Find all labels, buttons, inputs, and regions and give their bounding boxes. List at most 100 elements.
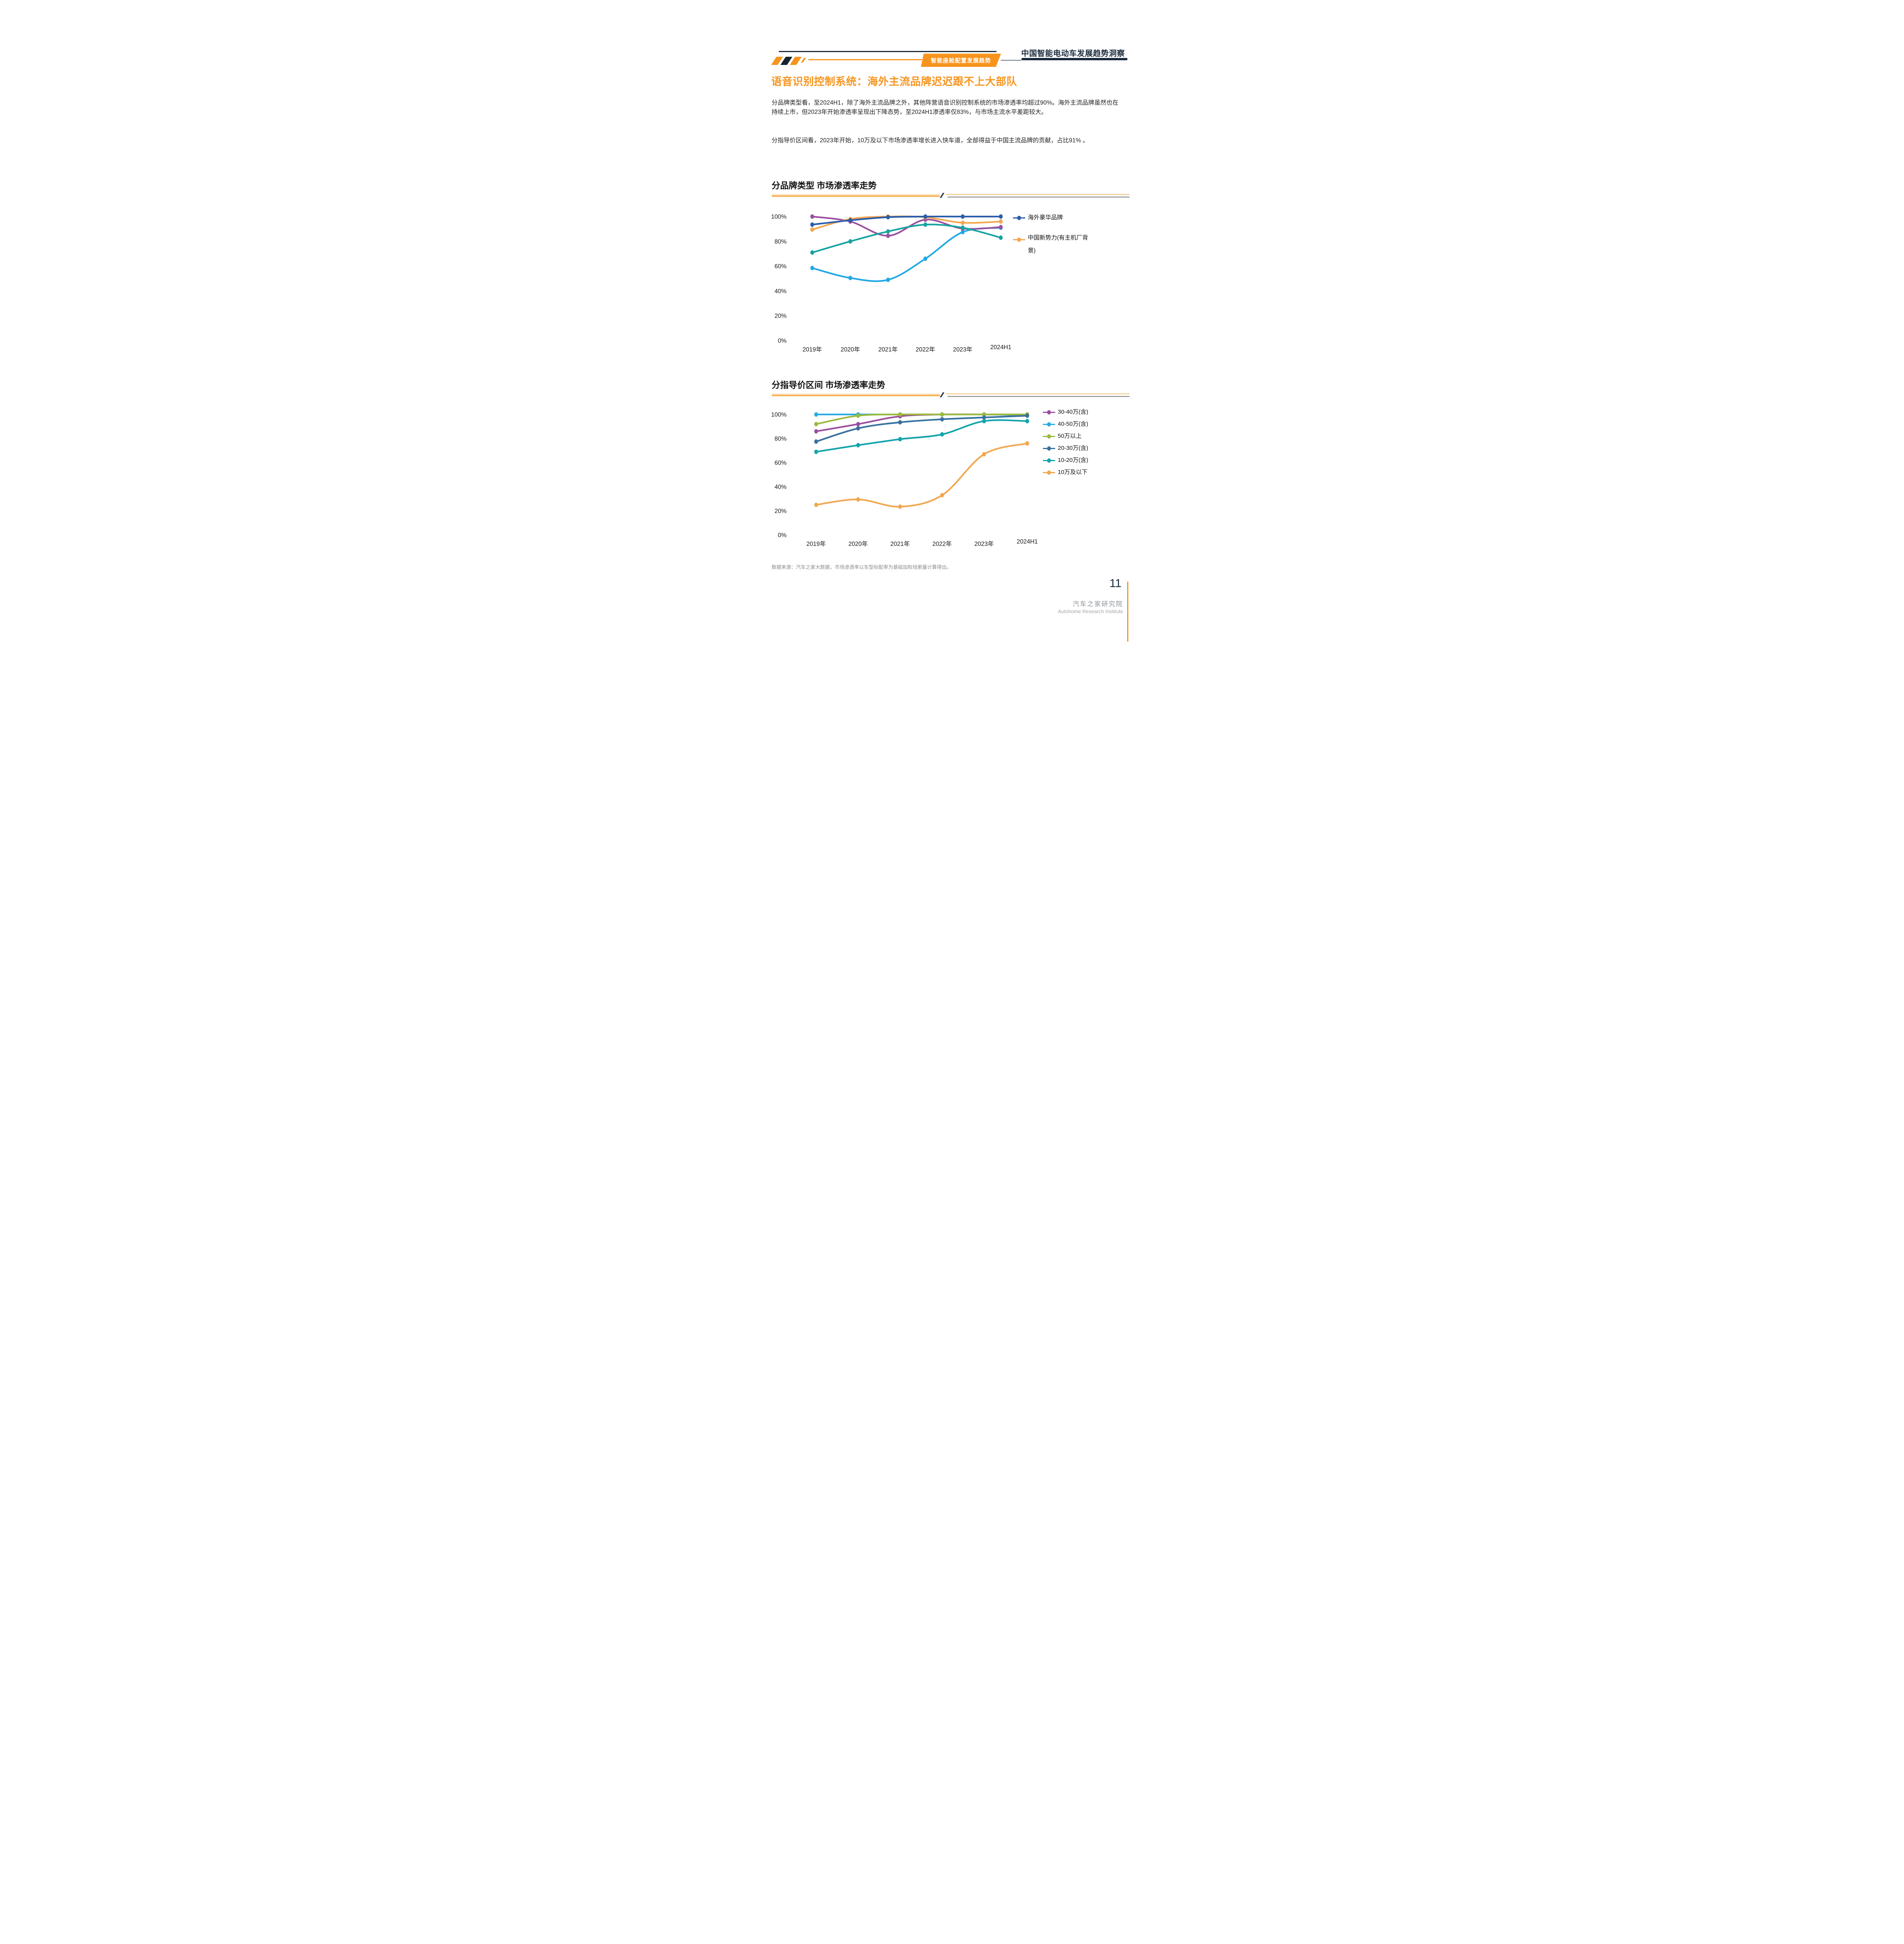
legend-line-marker: [1042, 420, 1055, 428]
report-title: 中国智能电动车发展趋势洞察: [1021, 49, 1125, 58]
chart-data-point: [886, 215, 890, 220]
divider-slash-icon: [939, 392, 944, 397]
divider-slash-icon: [939, 193, 944, 198]
chart-data-point: [856, 426, 860, 431]
divider-orange-bar: [771, 194, 940, 197]
header-top-line: [778, 51, 997, 52]
y-axis-tick-label: 20%: [774, 313, 786, 320]
chart-data-point: [998, 219, 1003, 224]
divider-orange-bar: [771, 393, 940, 396]
header-slash-icon: [801, 58, 806, 63]
legend-label: 海外豪华品牌: [1028, 214, 1063, 221]
chart-data-point: [940, 432, 944, 437]
x-axis-label: 2022年: [932, 540, 952, 547]
chart-data-point: [810, 222, 814, 227]
x-axis-label: 2021年: [890, 540, 910, 547]
chart-data-point: [960, 226, 965, 230]
section-divider: [771, 193, 1129, 198]
chart-data-point: [848, 276, 852, 280]
chart-data-point: [940, 412, 944, 417]
y-axis-tick-label: 60%: [774, 460, 786, 467]
legend-label: 20-30万(含): [1058, 445, 1088, 451]
page-title: 语音识别控制系统：海外主流品牌迟迟跟不上大部队: [771, 76, 1017, 87]
header-title-underline: [1021, 58, 1128, 60]
legend-line-marker: [1012, 235, 1025, 244]
legend-item: 30-40万(含): [1042, 408, 1121, 416]
chart-data-point: [814, 439, 818, 444]
chart-data-point: [810, 266, 814, 271]
chart-data-point: [960, 220, 965, 225]
chart-data-point: [856, 497, 860, 502]
chart-data-point: [898, 437, 902, 442]
chart-data-point: [886, 233, 890, 238]
section-title-brand-type: 分品牌类型 市场渗透率走势: [771, 181, 877, 191]
y-axis-tick-label: 100%: [771, 412, 787, 418]
chart-line: [815, 419, 1028, 453]
legend-line-marker: [1042, 432, 1055, 441]
chart-data-point: [1025, 413, 1029, 418]
legend-item: 海外豪华品牌: [1012, 213, 1106, 222]
legend-line-marker: [1012, 213, 1025, 222]
chart-line: [815, 442, 1028, 508]
divider-gray-line: [947, 396, 1129, 397]
chart-data-point: [886, 229, 890, 234]
data-source-note: 数据来源：汽车之家大数据，市场渗透率以车型标配率为基础加权线索量计算得出。: [771, 565, 952, 570]
y-axis-tick-label: 100%: [771, 214, 787, 220]
chart-data-point: [923, 222, 927, 227]
y-axis-tick-label: 0%: [778, 532, 787, 539]
legend-item: 10-20万(含): [1042, 456, 1121, 465]
section-title-price-range: 分指导价区间 市场渗透率走势: [771, 380, 885, 390]
report-page: 智能座舱配置发展趋势 中国智能电动车发展趋势洞察 语音识别控制系统：海外主流品牌…: [714, 0, 1190, 642]
chart-data-point: [960, 214, 965, 219]
chart-data-point: [898, 420, 902, 425]
x-axis-label: 2022年: [916, 346, 935, 353]
chart-data-point: [982, 415, 986, 420]
chart-data-point: [1025, 419, 1029, 423]
chart-data-point: [814, 449, 818, 454]
legend-line-marker: [1042, 444, 1055, 453]
legend-label: 50万以上: [1058, 433, 1082, 439]
legend-line-marker: [1042, 408, 1055, 416]
legend-item: 中国新势力(有主机厂背景): [1012, 233, 1106, 257]
price-range-line-chart: 100% 80% 60% 40% 20% 0% 2019年 2020年 2021年 2022年 20…: [771, 412, 1038, 548]
x-axis-label: 2020年: [848, 540, 868, 547]
y-axis-tick-label: 40%: [774, 484, 786, 491]
chart-data-point: [848, 218, 852, 223]
chart-data-point: [998, 225, 1003, 229]
chart-data-point: [998, 235, 1003, 240]
paragraph-brand-type: 分品牌类型看，至2024H1，除了海外主流品牌之外，其他阵营语音识别控制系统的市…: [771, 100, 1119, 116]
chart-data-point: [940, 417, 944, 422]
chart-data-point: [810, 250, 814, 255]
legend-item: 40-50万(含): [1042, 420, 1121, 428]
chart-line: [815, 415, 1028, 442]
legend-label: 10-20万(含): [1058, 457, 1088, 463]
logo-english-text: Autohome Research Institute: [1058, 608, 1123, 614]
legend-label: 30-40万(含): [1058, 409, 1088, 415]
header-connector-line: [1000, 60, 1021, 61]
legend-item: 20-30万(含): [1042, 444, 1121, 453]
chart-data-point: [814, 429, 818, 434]
header-orange-line: [808, 59, 922, 60]
chart-data-point: [1025, 441, 1029, 446]
chart-data-point: [856, 413, 860, 418]
chart-data-point: [886, 277, 890, 282]
price-chart-legend: 30-40万(含) 40-50万(含) 50万以上 20-30万(含) 10-2…: [1042, 408, 1121, 480]
chart-data-point: [923, 256, 927, 261]
chart-data-point: [810, 227, 814, 232]
chart-data-point: [898, 504, 902, 509]
paragraph-price-range: 分指导价区间看，2023年开始，10万及以下市场渗透率增长进入快车道，全部得益于…: [771, 137, 1089, 144]
chart-line: [815, 413, 1028, 425]
legend-label: 中国新势力(有主机厂背景): [1028, 234, 1088, 254]
chart-line: [811, 215, 1002, 226]
divider-orange-line: [946, 194, 1129, 195]
x-axis-label: 2024H1: [990, 344, 1011, 351]
section-divider: [771, 392, 1129, 397]
x-axis-label: 2021年: [878, 346, 898, 353]
y-axis-tick-label: 80%: [774, 238, 786, 245]
chart-data-point: [848, 239, 852, 244]
brand-chart-legend: 海外豪华品牌 中国新势力(有主机厂背景): [1012, 213, 1106, 268]
chart-data-point: [898, 412, 902, 417]
y-axis-tick-label: 20%: [774, 508, 786, 515]
chart-data-point: [960, 230, 965, 234]
chart-data-point: [814, 422, 818, 427]
